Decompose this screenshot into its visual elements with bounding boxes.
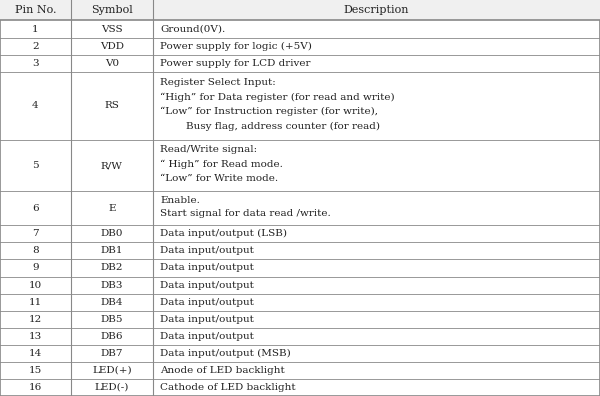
Text: 15: 15	[29, 366, 42, 375]
Bar	[0, 0, 600, 21]
Text: DB4: DB4	[101, 298, 123, 307]
Text: “ High” for Read mode.: “ High” for Read mode.	[160, 160, 283, 169]
Text: Read/Write signal:: Read/Write signal:	[160, 145, 257, 154]
Text: LED(-): LED(-)	[95, 383, 129, 392]
Text: “High” for Data register (for read and write): “High” for Data register (for read and w…	[160, 92, 395, 102]
Text: Cathode of LED backlight: Cathode of LED backlight	[160, 383, 296, 392]
Text: Data input/output (LSB): Data input/output (LSB)	[160, 229, 287, 238]
Text: Register Select Input:: Register Select Input:	[160, 78, 276, 87]
Text: Power supply for LCD driver: Power supply for LCD driver	[160, 59, 311, 68]
Text: 2: 2	[32, 42, 39, 51]
Text: Data input/output (MSB): Data input/output (MSB)	[160, 349, 291, 358]
Text: 11: 11	[29, 298, 42, 307]
Text: 1: 1	[32, 25, 39, 34]
Text: VDD: VDD	[100, 42, 124, 51]
Text: DB1: DB1	[101, 246, 123, 255]
Text: Enable.: Enable.	[160, 196, 200, 205]
Text: R/W: R/W	[101, 161, 123, 170]
Text: 9: 9	[32, 263, 39, 272]
Text: DB2: DB2	[101, 263, 123, 272]
Text: Data input/output: Data input/output	[160, 332, 254, 341]
Text: 13: 13	[29, 332, 42, 341]
Text: E: E	[108, 204, 116, 213]
Text: Busy flag, address counter (for read): Busy flag, address counter (for read)	[160, 122, 380, 131]
Text: Data input/output: Data input/output	[160, 263, 254, 272]
Text: RS: RS	[104, 101, 119, 110]
Text: “Low” for Instruction register (for write),: “Low” for Instruction register (for writ…	[160, 107, 378, 116]
Text: Data input/output: Data input/output	[160, 280, 254, 289]
Text: 12: 12	[29, 315, 42, 324]
Text: 6: 6	[32, 204, 39, 213]
Text: Data input/output: Data input/output	[160, 298, 254, 307]
Text: Symbol: Symbol	[91, 5, 133, 15]
Text: VSS: VSS	[101, 25, 123, 34]
Text: DB3: DB3	[101, 280, 123, 289]
Text: Start signal for data read /write.: Start signal for data read /write.	[160, 209, 331, 218]
Text: 14: 14	[29, 349, 42, 358]
Text: 16: 16	[29, 383, 42, 392]
Text: 8: 8	[32, 246, 39, 255]
Text: “Low” for Write mode.: “Low” for Write mode.	[160, 174, 278, 183]
Text: Anode of LED backlight: Anode of LED backlight	[160, 366, 285, 375]
Text: 7: 7	[32, 229, 39, 238]
Text: 10: 10	[29, 280, 42, 289]
Text: 4: 4	[32, 101, 39, 110]
Text: 5: 5	[32, 161, 39, 170]
Text: DB7: DB7	[101, 349, 123, 358]
Text: DB5: DB5	[101, 315, 123, 324]
Text: Ground(0V).: Ground(0V).	[160, 25, 226, 34]
Text: V0: V0	[105, 59, 119, 68]
Text: Description: Description	[344, 5, 409, 15]
Text: DB6: DB6	[101, 332, 123, 341]
Text: Data input/output: Data input/output	[160, 315, 254, 324]
Text: Data input/output: Data input/output	[160, 246, 254, 255]
Text: 3: 3	[32, 59, 39, 68]
Text: Power supply for logic (+5V): Power supply for logic (+5V)	[160, 42, 312, 51]
Text: LED(+): LED(+)	[92, 366, 132, 375]
Text: Pin No.: Pin No.	[14, 5, 56, 15]
Text: DB0: DB0	[101, 229, 123, 238]
